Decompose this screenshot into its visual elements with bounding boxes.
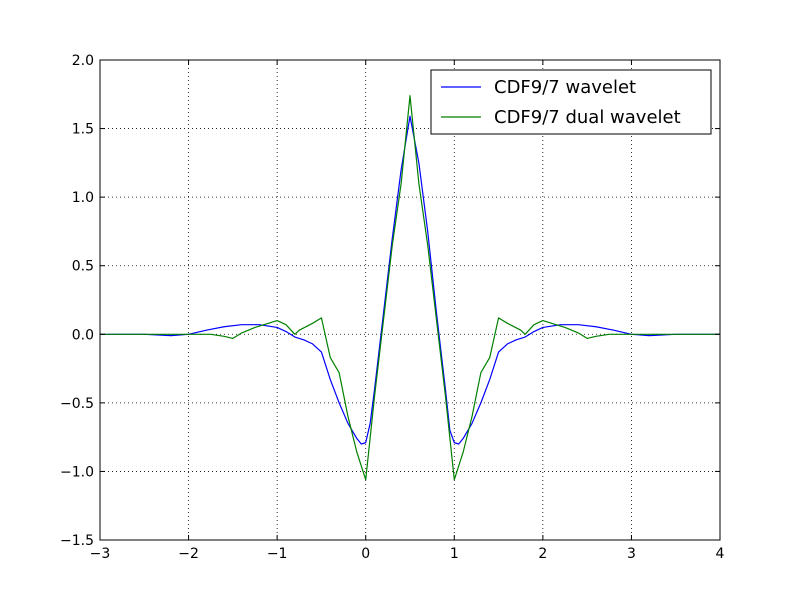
x-tick-label: 2 xyxy=(538,546,547,562)
y-tick-label: 0.0 xyxy=(72,327,94,343)
x-tick-label: −3 xyxy=(90,546,111,562)
legend-label-wavelet: CDF9/7 wavelet xyxy=(494,77,636,98)
x-tick-labels: −3 −2 −1 0 1 2 3 4 xyxy=(90,546,725,562)
x-tick-label: 4 xyxy=(716,546,725,562)
tick-marks xyxy=(99,59,721,541)
legend-box xyxy=(430,69,712,135)
y-tick-label: 1.0 xyxy=(72,190,94,206)
series-line-dual-wavelet xyxy=(100,95,720,481)
x-tick-label: −1 xyxy=(267,546,288,562)
legend: CDF9/7 wavelet CDF9/7 dual wavelet xyxy=(430,69,712,135)
y-tick-label: 0.5 xyxy=(72,259,94,275)
x-tick-label: 1 xyxy=(450,546,459,562)
series-layer xyxy=(100,95,720,481)
y-tick-label: 1.5 xyxy=(72,122,94,138)
x-tick-label: −2 xyxy=(178,546,199,562)
y-tick-label: −0.5 xyxy=(60,396,94,412)
legend-label-dual-wavelet: CDF9/7 dual wavelet xyxy=(494,107,681,128)
x-tick-label: 0 xyxy=(361,546,370,562)
y-tick-labels: −1.5 −1.0 −0.5 0.0 0.5 1.0 1.5 2.0 xyxy=(60,53,94,549)
plot-area xyxy=(100,60,720,540)
axes-frame xyxy=(99,59,721,541)
y-tick-label: −1.0 xyxy=(60,464,94,480)
x-tick-label: 3 xyxy=(627,546,636,562)
y-tick-label: −1.5 xyxy=(60,533,94,549)
y-tick-label: 2.0 xyxy=(72,53,94,69)
series-line-wavelet xyxy=(100,115,720,445)
